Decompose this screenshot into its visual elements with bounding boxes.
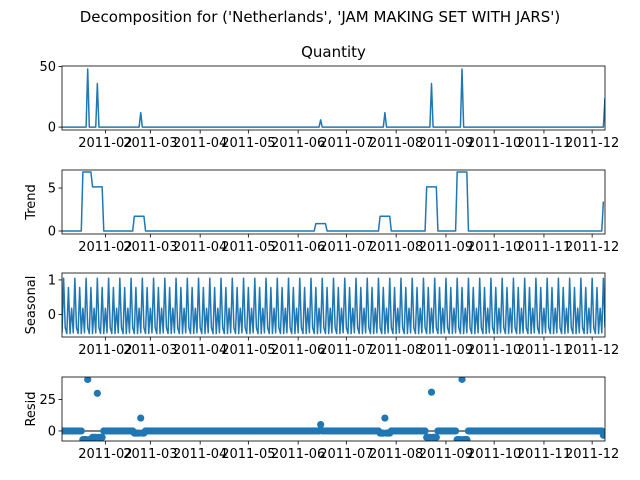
resid-point (317, 420, 325, 429)
xtick-label-trend: 2011-12 (565, 240, 619, 255)
xtick-label-resid: 2011-03 (123, 447, 177, 462)
xtick-label-seasonal: 2011-05 (221, 343, 275, 358)
resid-point (458, 377, 466, 383)
ytick-label-resid: 25 (39, 393, 56, 408)
xtick-label-resid: 2011-11 (517, 447, 571, 462)
xtick-label-seasonal: 2011-02 (78, 343, 132, 358)
resid-point (432, 433, 440, 441)
panel-title-observed: Quantity (301, 43, 366, 61)
xtick-label-observed: 2011-11 (517, 136, 571, 151)
xtick-label-seasonal: 2011-08 (369, 343, 423, 358)
xtick-label-resid: 2011-08 (369, 447, 423, 462)
ytick-label-observed: 50 (39, 60, 56, 75)
panel-trend: Trend052011-022011-032011-042011-052011-… (24, 169, 619, 255)
xtick-label-resid: 2011-06 (271, 447, 325, 462)
line-trend (62, 171, 605, 232)
xtick-label-resid: 2011-05 (221, 447, 275, 462)
resid-point (98, 433, 106, 441)
resid-point (77, 427, 85, 435)
ylabel-trend: Trend (24, 184, 39, 221)
xtick-label-observed: 2011-10 (467, 136, 521, 151)
xtick-label-resid: 2011-09 (419, 447, 473, 462)
resid-point (381, 414, 389, 422)
xtick-label-observed: 2011-07 (319, 136, 373, 151)
xtick-label-seasonal: 2011-11 (517, 343, 571, 358)
resid-point (463, 436, 471, 441)
resid-point (93, 389, 101, 397)
ytick-label-seasonal: 1 (48, 273, 56, 288)
axes-frame-trend (61, 169, 606, 235)
xtick-label-seasonal: 2011-03 (123, 343, 177, 358)
ytick-label-observed: 0 (48, 121, 56, 136)
xtick-label-trend: 2011-08 (369, 240, 423, 255)
xtick-label-resid: 2011-04 (173, 447, 227, 462)
resid-point (427, 388, 436, 396)
line-observed (62, 68, 605, 128)
xtick-label-observed: 2011-08 (369, 136, 423, 151)
xtick-label-seasonal: 2011-04 (173, 343, 227, 358)
figure-title: Decomposition for ('Netherlands', 'JAM M… (80, 8, 561, 26)
xtick-label-resid: 2011-02 (78, 447, 132, 462)
xtick-label-observed: 2011-02 (78, 136, 132, 151)
panel-observed: Quantity0502011-022011-032011-042011-052… (39, 43, 619, 151)
xtick-label-observed: 2011-05 (221, 136, 275, 151)
ytick-label-seasonal: 0 (48, 308, 56, 323)
ylabel-resid: Resid (24, 391, 39, 426)
xtick-label-trend: 2011-04 (173, 240, 227, 255)
xtick-label-trend: 2011-03 (123, 240, 177, 255)
ylabel-seasonal: Seasonal (24, 276, 39, 335)
xtick-label-trend: 2011-06 (271, 240, 325, 255)
resid-point (601, 429, 605, 438)
panel-seasonal: Seasonal 012011-022011-032011-042011-0520… (24, 272, 619, 358)
xtick-label-seasonal: 2011-10 (467, 343, 521, 358)
line-seasonal (62, 277, 605, 335)
resid-point (421, 427, 429, 435)
xtick-label-trend: 2011-02 (78, 240, 132, 255)
ytick-label-trend: 0 (48, 224, 56, 239)
axes-frame-observed (61, 65, 606, 131)
series-resid (62, 377, 605, 441)
xtick-label-seasonal: 2011-09 (419, 343, 473, 358)
xtick-label-trend: 2011-10 (467, 240, 521, 255)
xtick-label-seasonal: 2011-12 (565, 343, 619, 358)
resid-point (84, 377, 92, 384)
axes-frame-seasonal (61, 272, 606, 338)
xtick-label-observed: 2011-12 (565, 136, 619, 151)
xtick-label-seasonal: 2011-07 (319, 343, 373, 358)
series-observed (62, 68, 605, 128)
panel-resid: Resid0252011-022011-032011-042011-052011… (24, 376, 619, 462)
xtick-label-seasonal: 2011-06 (271, 343, 325, 358)
xtick-label-trend: 2011-11 (517, 240, 571, 255)
xtick-label-observed: 2011-09 (419, 136, 473, 151)
xtick-label-resid: 2011-10 (467, 447, 521, 462)
xtick-label-trend: 2011-05 (221, 240, 275, 255)
xtick-label-trend: 2011-07 (319, 240, 373, 255)
xtick-label-resid: 2011-07 (319, 447, 373, 462)
series-seasonal (62, 277, 605, 335)
resid-point (137, 414, 145, 422)
panels: Quantity0502011-022011-032011-042011-052… (24, 43, 619, 462)
xtick-label-observed: 2011-03 (123, 136, 177, 151)
series-trend (62, 171, 605, 232)
resid-point (451, 427, 460, 435)
axes-frame-resid (61, 376, 606, 442)
ytick-label-trend: 5 (48, 182, 56, 197)
xtick-label-observed: 2011-06 (271, 136, 325, 151)
xtick-label-trend: 2011-09 (419, 240, 473, 255)
xtick-label-resid: 2011-12 (565, 447, 619, 462)
xtick-label-observed: 2011-04 (173, 136, 227, 151)
ytick-label-resid: 0 (48, 424, 56, 439)
